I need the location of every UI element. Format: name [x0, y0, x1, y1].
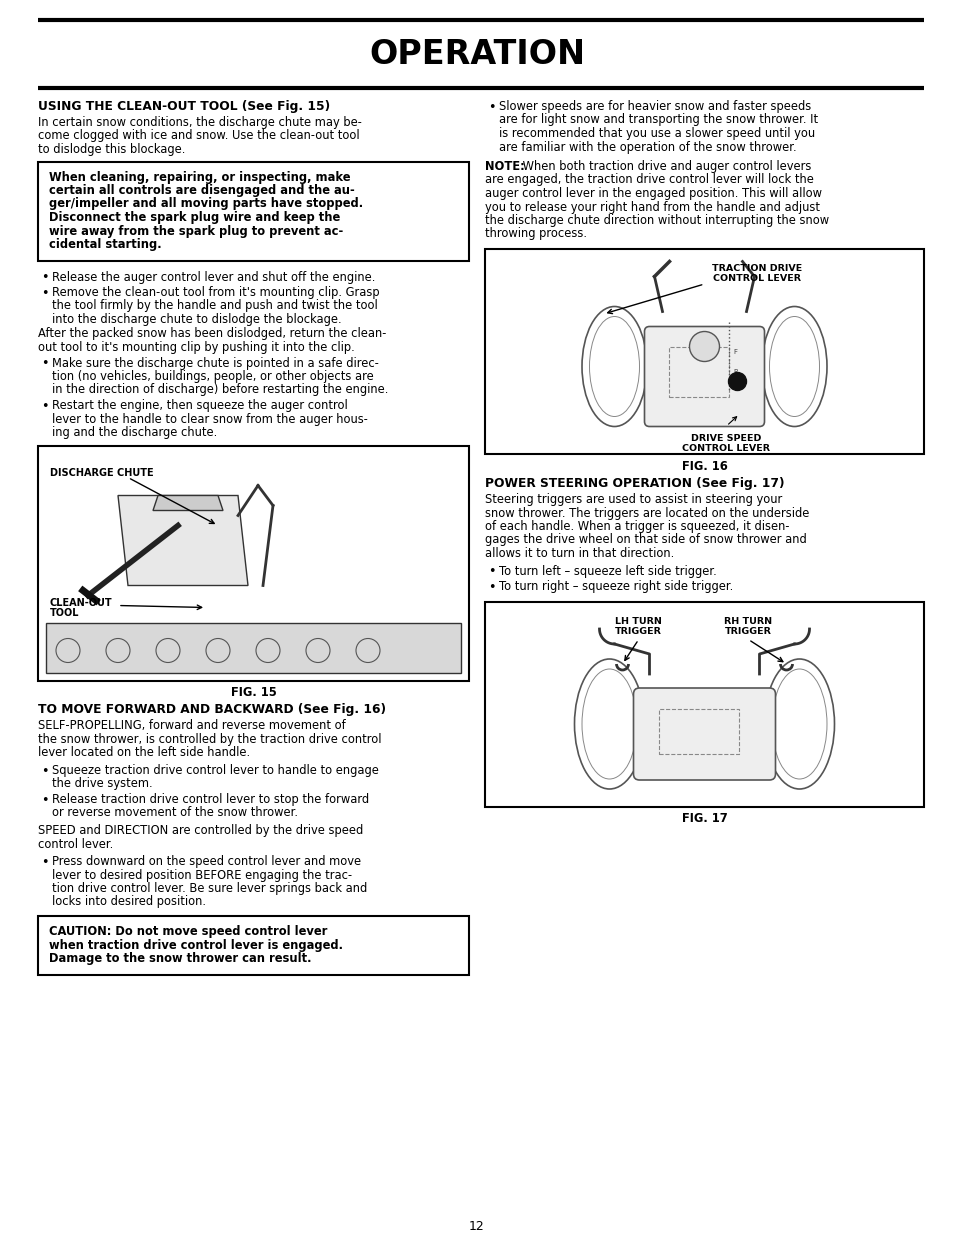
Text: the snow thrower, is controlled by the traction drive control: the snow thrower, is controlled by the t… [38, 734, 381, 746]
Text: Remove the clean-out tool from it's mounting clip. Grasp: Remove the clean-out tool from it's moun… [52, 287, 379, 299]
Text: Squeeze traction drive control lever to handle to engage: Squeeze traction drive control lever to … [52, 764, 378, 777]
Text: •: • [41, 764, 49, 778]
Text: into the discharge chute to dislodge the blockage.: into the discharge chute to dislodge the… [52, 312, 341, 326]
Circle shape [728, 373, 745, 390]
Text: DISCHARGE CHUTE: DISCHARGE CHUTE [50, 468, 153, 478]
Polygon shape [152, 495, 223, 510]
Text: out tool to it's mounting clip by pushing it into the clip.: out tool to it's mounting clip by pushin… [38, 341, 355, 354]
Text: snow thrower. The triggers are located on the underside: snow thrower. The triggers are located o… [484, 506, 808, 520]
Bar [484, 249, 923, 454]
Text: auger control lever in the engaged position. This will allow: auger control lever in the engaged posit… [484, 186, 821, 200]
Text: Restart the engine, then squeeze the auger control: Restart the engine, then squeeze the aug… [52, 399, 348, 412]
Text: or reverse movement of the snow thrower.: or reverse movement of the snow thrower. [52, 806, 297, 820]
Bar [484, 601, 923, 806]
Text: Release the auger control lever and shut off the engine.: Release the auger control lever and shut… [52, 270, 375, 284]
Text: wire away from the spark plug to prevent ac-: wire away from the spark plug to prevent… [49, 225, 343, 237]
Bar [38, 162, 469, 261]
Text: •: • [41, 272, 49, 284]
Text: tion (no vehicles, buildings, people, or other objects are: tion (no vehicles, buildings, people, or… [52, 370, 374, 383]
Text: R: R [733, 368, 738, 374]
Text: After the packed snow has been dislodged, return the clean-: After the packed snow has been dislodged… [38, 327, 386, 341]
FancyBboxPatch shape [633, 688, 775, 781]
Text: are familiar with the operation of the snow thrower.: are familiar with the operation of the s… [498, 141, 796, 153]
Text: the discharge chute direction without interrupting the snow: the discharge chute direction without in… [484, 214, 828, 227]
Text: CAUTION: Do not move speed control lever: CAUTION: Do not move speed control lever [49, 925, 327, 939]
Text: •: • [41, 794, 49, 806]
Text: Release traction drive control lever to stop the forward: Release traction drive control lever to … [52, 793, 369, 806]
Text: tion drive control lever. Be sure lever springs back and: tion drive control lever. Be sure lever … [52, 882, 367, 895]
Text: Disconnect the spark plug wire and keep the: Disconnect the spark plug wire and keep … [49, 211, 340, 224]
Text: certain all controls are disengaged and the au-: certain all controls are disengaged and … [49, 184, 355, 198]
Text: To turn left – squeeze left side trigger.: To turn left – squeeze left side trigger… [498, 564, 716, 578]
Text: SELF-PROPELLING, forward and reverse movement of: SELF-PROPELLING, forward and reverse mov… [38, 720, 345, 732]
Text: DRIVE SPEED
CONTROL LEVER: DRIVE SPEED CONTROL LEVER [681, 433, 770, 453]
Text: come clogged with ice and snow. Use the clean-out tool: come clogged with ice and snow. Use the … [38, 130, 359, 142]
Polygon shape [118, 495, 248, 585]
Text: OPERATION: OPERATION [369, 37, 584, 70]
Bar [46, 622, 460, 673]
Text: CLEAN-OUT: CLEAN-OUT [50, 598, 112, 608]
Bar [659, 709, 739, 755]
Text: Make sure the discharge chute is pointed in a safe direc-: Make sure the discharge chute is pointed… [52, 357, 378, 369]
Text: when traction drive control lever is engaged.: when traction drive control lever is eng… [49, 939, 343, 951]
Text: control lever.: control lever. [38, 837, 113, 851]
Text: lever to desired position BEFORE engaging the trac-: lever to desired position BEFORE engagin… [52, 868, 352, 882]
Text: RH TURN
TRIGGER: RH TURN TRIGGER [723, 616, 772, 636]
Text: are for light snow and transporting the snow thrower. It: are for light snow and transporting the … [498, 114, 818, 126]
Text: USING THE CLEAN-OUT TOOL (See Fig. 15): USING THE CLEAN-OUT TOOL (See Fig. 15) [38, 100, 330, 112]
Bar [669, 347, 729, 396]
Text: locks into desired position.: locks into desired position. [52, 895, 206, 909]
Text: allows it to turn in that direction.: allows it to turn in that direction. [484, 547, 674, 559]
Text: Damage to the snow thrower can result.: Damage to the snow thrower can result. [49, 952, 312, 965]
Text: F: F [733, 348, 737, 354]
Text: throwing process.: throwing process. [484, 227, 586, 241]
Text: •: • [41, 400, 49, 412]
Text: to dislodge this blockage.: to dislodge this blockage. [38, 143, 185, 156]
Text: lever to the handle to clear snow from the auger hous-: lever to the handle to clear snow from t… [52, 412, 368, 426]
FancyBboxPatch shape [644, 326, 763, 426]
Text: in the direction of discharge) before restarting the engine.: in the direction of discharge) before re… [52, 384, 388, 396]
Text: are engaged, the traction drive control lever will lock the: are engaged, the traction drive control … [484, 173, 813, 186]
Bar [38, 916, 469, 974]
Text: the tool firmly by the handle and push and twist the tool: the tool firmly by the handle and push a… [52, 300, 377, 312]
Circle shape [689, 331, 719, 362]
Text: is recommended that you use a slower speed until you: is recommended that you use a slower spe… [498, 127, 814, 140]
Text: Press downward on the speed control lever and move: Press downward on the speed control leve… [52, 855, 361, 868]
Text: you to release your right hand from the handle and adjust: you to release your right hand from the … [484, 200, 820, 214]
Text: When cleaning, repairing, or inspecting, make: When cleaning, repairing, or inspecting,… [49, 170, 350, 184]
Text: Steering triggers are used to assist in steering your: Steering triggers are used to assist in … [484, 493, 781, 506]
Text: •: • [488, 101, 495, 114]
Text: ing and the discharge chute.: ing and the discharge chute. [52, 426, 217, 438]
Text: •: • [488, 580, 495, 594]
Text: •: • [488, 566, 495, 578]
Text: gages the drive wheel on that side of snow thrower and: gages the drive wheel on that side of sn… [484, 534, 806, 547]
Text: Slower speeds are for heavier snow and faster speeds: Slower speeds are for heavier snow and f… [498, 100, 810, 112]
Text: lever located on the left side handle.: lever located on the left side handle. [38, 746, 250, 760]
Text: •: • [41, 856, 49, 869]
Text: In certain snow conditions, the discharge chute may be-: In certain snow conditions, the discharg… [38, 116, 361, 128]
Text: FIG. 16: FIG. 16 [680, 459, 727, 473]
Text: FIG. 15: FIG. 15 [231, 687, 276, 699]
Text: ger/impeller and all moving parts have stopped.: ger/impeller and all moving parts have s… [49, 198, 363, 210]
Text: When both traction drive and auger control levers: When both traction drive and auger contr… [518, 161, 810, 173]
Text: SPEED and DIRECTION are controlled by the drive speed: SPEED and DIRECTION are controlled by th… [38, 824, 363, 837]
Text: •: • [41, 357, 49, 370]
Text: TO MOVE FORWARD AND BACKWARD (See Fig. 16): TO MOVE FORWARD AND BACKWARD (See Fig. 1… [38, 704, 386, 716]
Bar [38, 446, 469, 680]
Text: •: • [41, 287, 49, 300]
Text: cidental starting.: cidental starting. [49, 238, 161, 251]
Text: NOTE:: NOTE: [484, 161, 524, 173]
Text: TOOL: TOOL [50, 609, 79, 619]
Text: 12: 12 [469, 1220, 484, 1233]
Text: To turn right – squeeze right side trigger.: To turn right – squeeze right side trigg… [498, 580, 733, 593]
Text: LH TURN
TRIGGER: LH TURN TRIGGER [615, 616, 661, 636]
Text: POWER STEERING OPERATION (See Fig. 17): POWER STEERING OPERATION (See Fig. 17) [484, 477, 783, 490]
Text: TRACTION DRIVE
CONTROL LEVER: TRACTION DRIVE CONTROL LEVER [711, 264, 801, 283]
Text: the drive system.: the drive system. [52, 778, 152, 790]
Text: FIG. 17: FIG. 17 [680, 813, 726, 825]
Text: of each handle. When a trigger is squeezed, it disen-: of each handle. When a trigger is squeez… [484, 520, 789, 534]
